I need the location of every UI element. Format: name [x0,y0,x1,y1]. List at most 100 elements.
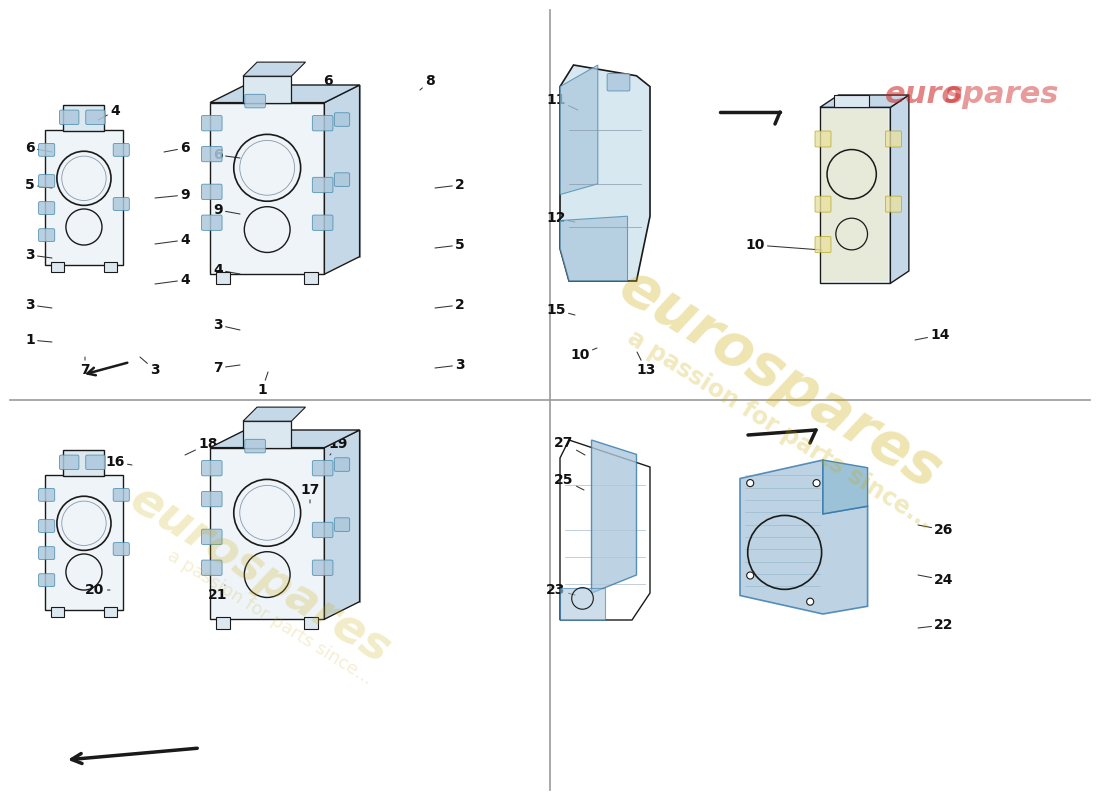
Text: 3: 3 [140,357,159,377]
Bar [834,95,869,107]
Polygon shape [210,85,360,102]
Text: spares: spares [945,80,1059,109]
Text: 25: 25 [554,473,584,490]
FancyBboxPatch shape [201,184,222,199]
FancyBboxPatch shape [201,215,222,230]
FancyBboxPatch shape [312,461,333,476]
Text: 1: 1 [25,333,52,347]
Polygon shape [243,421,292,448]
FancyBboxPatch shape [113,489,130,502]
Text: 8: 8 [420,74,434,90]
Bar [64,105,104,131]
Polygon shape [820,107,890,283]
Polygon shape [740,460,868,614]
Text: 10: 10 [746,238,822,252]
Text: 5: 5 [25,178,52,192]
Polygon shape [210,102,324,274]
Polygon shape [243,76,292,102]
Text: 21: 21 [208,585,228,602]
FancyBboxPatch shape [86,455,106,470]
Text: a passion for parts since...: a passion for parts since... [164,547,376,689]
Text: a passion for parts since...: a passion for parts since... [623,326,937,534]
FancyBboxPatch shape [607,74,630,91]
FancyBboxPatch shape [886,131,901,147]
Text: 23: 23 [547,583,575,597]
FancyBboxPatch shape [39,143,55,156]
Text: 6: 6 [323,74,340,88]
FancyBboxPatch shape [334,518,350,531]
Text: 16: 16 [106,455,132,469]
Text: 3: 3 [25,298,52,312]
Text: 7: 7 [80,357,90,377]
Text: 5: 5 [434,238,465,252]
Polygon shape [822,110,889,282]
FancyBboxPatch shape [59,110,79,125]
FancyBboxPatch shape [113,143,130,156]
Text: 7: 7 [213,361,240,375]
FancyBboxPatch shape [201,115,222,131]
Text: euro: euro [886,80,964,109]
Bar [104,607,118,618]
Text: 18: 18 [185,437,218,455]
FancyBboxPatch shape [201,491,222,506]
Bar [45,474,123,610]
Circle shape [747,572,754,579]
Text: 24: 24 [918,573,954,587]
Polygon shape [324,85,360,274]
Polygon shape [820,95,909,107]
FancyBboxPatch shape [201,461,222,476]
FancyBboxPatch shape [334,458,350,471]
Text: 6: 6 [213,148,240,162]
FancyBboxPatch shape [815,237,830,253]
Polygon shape [210,448,324,619]
FancyBboxPatch shape [201,560,222,575]
FancyBboxPatch shape [815,196,830,212]
Text: 3: 3 [25,248,52,262]
FancyBboxPatch shape [86,110,106,125]
FancyBboxPatch shape [39,546,55,559]
FancyBboxPatch shape [201,529,222,545]
Text: 13: 13 [636,352,656,377]
Text: 2: 2 [434,178,465,192]
Text: 22: 22 [918,618,954,632]
FancyBboxPatch shape [334,173,350,186]
Text: 2: 2 [434,298,465,312]
FancyBboxPatch shape [815,131,830,147]
FancyBboxPatch shape [312,115,333,131]
Text: 3: 3 [434,358,465,372]
Text: 19: 19 [328,437,348,455]
Polygon shape [245,430,360,602]
Polygon shape [245,85,360,257]
FancyBboxPatch shape [113,542,130,555]
Text: 3: 3 [213,318,240,332]
FancyBboxPatch shape [245,439,265,453]
Text: 9: 9 [155,188,190,202]
FancyBboxPatch shape [39,174,55,187]
Polygon shape [890,95,909,283]
Polygon shape [560,65,597,194]
Polygon shape [560,65,650,281]
Text: 14: 14 [915,328,949,342]
Polygon shape [243,407,306,421]
Text: 9: 9 [213,203,240,217]
Circle shape [747,479,754,486]
FancyBboxPatch shape [39,574,55,586]
Polygon shape [243,62,306,76]
Polygon shape [560,216,627,281]
Polygon shape [592,440,637,593]
FancyBboxPatch shape [39,229,55,242]
FancyBboxPatch shape [245,94,265,108]
Text: 4: 4 [213,263,240,277]
FancyBboxPatch shape [886,196,901,212]
FancyBboxPatch shape [59,455,79,470]
Text: eurospares: eurospares [121,477,398,674]
Polygon shape [210,430,360,448]
Bar [64,450,104,476]
Text: 10: 10 [570,348,597,362]
Text: 11: 11 [547,93,578,110]
Text: 4: 4 [155,233,190,247]
Polygon shape [560,587,605,620]
Text: 6: 6 [164,141,190,155]
Text: 4: 4 [253,74,285,92]
Text: eurospares: eurospares [608,258,952,502]
